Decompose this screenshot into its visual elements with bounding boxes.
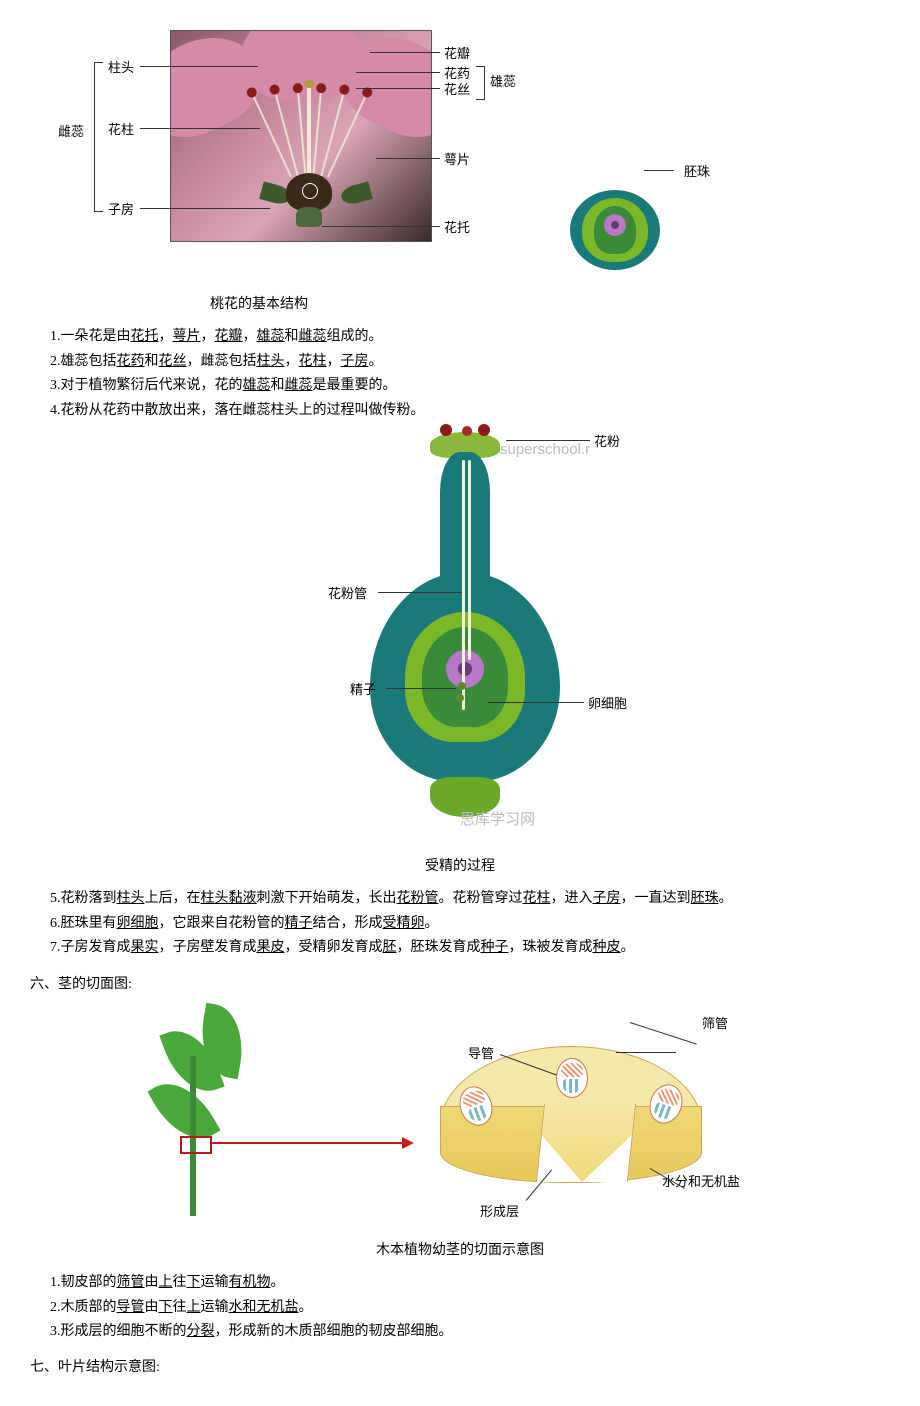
label-stigma: 柱头 — [108, 58, 134, 79]
flower-line-1: 1.一朵花是由花托，萼片，花瓣，雄蕊和雌蕊组成的。 — [50, 326, 890, 348]
fert-caption: 受精的过程 — [30, 856, 890, 878]
label-ovule: 胚珠 — [684, 162, 710, 183]
watermark-bottom: 思库学习网 — [460, 808, 535, 832]
label-style: 花柱 — [108, 120, 134, 141]
stem-line-3: 3.形成层的细胞不断的分裂，形成新的木质部细胞的韧皮部细胞。 — [50, 1321, 890, 1343]
label-sperm: 精子 — [350, 680, 376, 701]
bracket-stamen — [476, 66, 485, 100]
flower-line-2: 2.雄蕊包括花药和花丝，雌蕊包括柱头，花柱，子房。 — [50, 351, 890, 373]
label-pollen: 花粉 — [594, 432, 620, 453]
label-egg: 卵细胞 — [588, 694, 627, 715]
label-pistil-group: 雌蕊 — [58, 122, 84, 143]
label-cambium: 形成层 — [480, 1202, 519, 1223]
stem-line-1: 1.韧皮部的筛管由上往下运输有机物。 — [50, 1272, 890, 1294]
label-vessel: 导管 — [468, 1044, 494, 1065]
stem-diagram: 筛管 导管 形成层 水分和无机盐 — [150, 1006, 770, 1236]
leaf-section-title: 七、叶片结构示意图: — [30, 1357, 890, 1379]
flower-line-4: 4.花粉从花药中散放出来，落在雌蕊柱头上的过程叫做传粉。 — [50, 400, 890, 422]
fert-line-7: 7.子房发育成果实，子房壁发育成果皮，受精卵发育成胚，胚珠发育成种子，珠被发育成… — [50, 937, 890, 959]
fert-figure: superschool.r 思库学习网 花粉 花粉管 精子 卵细胞 受精的过程 — [30, 432, 890, 878]
label-receptacle: 花托 — [444, 218, 470, 239]
label-sepal: 萼片 — [444, 150, 470, 171]
stem-figure: 筛管 导管 形成层 水分和无机盐 木本植物幼茎的切面示意图 — [30, 1006, 890, 1262]
fert-diagram: superschool.r 思库学习网 花粉 花粉管 精子 卵细胞 — [200, 432, 720, 852]
fert-line-5: 5.花粉落到柱头上后，在柱头黏液刺激下开始萌发，长出花粉管。花粉管穿过花柱，进入… — [50, 888, 890, 910]
label-sieve: 筛管 — [702, 1014, 728, 1035]
label-filament: 花丝 — [444, 80, 470, 101]
flower-caption: 桃花的基本结构 — [210, 294, 890, 316]
label-ovary: 子房 — [108, 200, 134, 221]
fert-line-6: 6.胚珠里有卵细胞，它跟来自花粉管的精子结合，形成受精卵。 — [50, 913, 890, 935]
stem-line-2: 2.木质部的导管由下往上运输水和无机盐。 — [50, 1297, 890, 1319]
stem-section-title: 六、茎的切面图: — [30, 974, 890, 996]
stem-caption: 木本植物幼茎的切面示意图 — [30, 1240, 890, 1262]
stem-text-block: 1.韧皮部的筛管由上往下运输有机物。 2.木质部的导管由下往上运输水和无机盐。 … — [50, 1272, 890, 1343]
flower-diagram: 雌蕊 柱头 花柱 子房 花瓣 花药 花丝 雄蕊 萼片 花托 胚珠 — [130, 30, 670, 290]
flower-text-block: 1.一朵花是由花托，萼片，花瓣，雄蕊和雌蕊组成的。 2.雄蕊包括花药和花丝，雌蕊… — [50, 326, 890, 422]
fert-text-block: 5.花粉落到柱头上后，在柱头黏液刺激下开始萌发，长出花粉管。花粉管穿过花柱，进入… — [50, 888, 890, 959]
label-pollen-tube: 花粉管 — [328, 584, 367, 605]
ovule-inset — [560, 180, 670, 280]
flower-line-3: 3.对于植物繁衍后代来说，花的雄蕊和雌蕊是最重要的。 — [50, 375, 890, 397]
label-stamen-group: 雄蕊 — [490, 72, 516, 93]
watermark-top: superschool.r — [500, 438, 590, 462]
flower-photo — [170, 30, 432, 242]
arrow-indicator — [212, 1142, 412, 1144]
label-petal: 花瓣 — [444, 44, 470, 65]
bracket-pistil — [94, 62, 103, 212]
flower-figure: 雌蕊 柱头 花柱 子房 花瓣 花药 花丝 雄蕊 萼片 花托 胚珠 桃花的基本结构 — [30, 30, 890, 316]
